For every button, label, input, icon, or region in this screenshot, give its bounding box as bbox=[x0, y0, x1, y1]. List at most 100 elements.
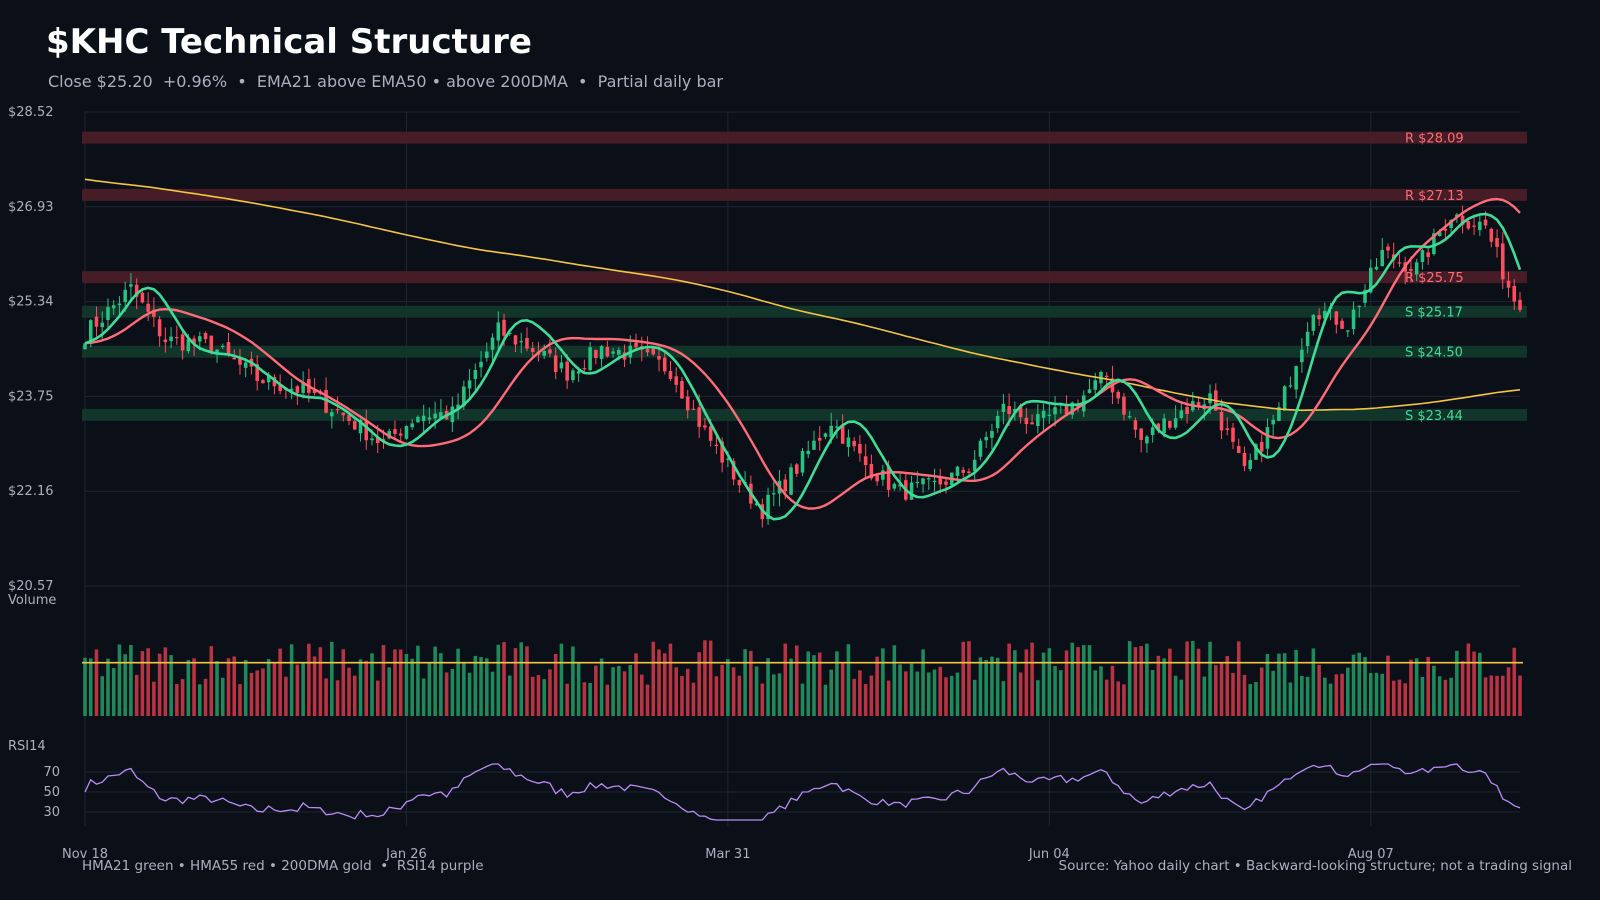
candle-body bbox=[330, 412, 334, 417]
candle-body bbox=[1087, 389, 1092, 393]
candle-body bbox=[772, 493, 776, 495]
candle-body bbox=[83, 343, 87, 350]
candle-body bbox=[1300, 349, 1304, 363]
candle-body bbox=[1173, 418, 1178, 428]
volume-bar bbox=[83, 657, 87, 716]
volume-bar bbox=[1127, 641, 1132, 716]
candle-body bbox=[513, 335, 518, 345]
volume-bar bbox=[835, 651, 839, 716]
volume-bar bbox=[1133, 647, 1138, 716]
volume-bar bbox=[1277, 653, 1281, 716]
candle-body bbox=[858, 443, 862, 454]
candle-body bbox=[731, 461, 736, 480]
level-label: R $28.09 bbox=[1405, 132, 1464, 147]
volume-bar bbox=[1288, 682, 1293, 716]
candle-body bbox=[1512, 285, 1517, 302]
candle-body bbox=[1323, 310, 1327, 319]
volume-bar bbox=[869, 675, 874, 716]
candle-body bbox=[978, 440, 983, 457]
candle-body bbox=[1236, 445, 1241, 454]
volume-bar bbox=[1248, 684, 1252, 716]
candle-body bbox=[697, 407, 701, 427]
volume-bar bbox=[1426, 656, 1430, 716]
candle-body bbox=[691, 408, 696, 410]
candle-body bbox=[525, 338, 529, 349]
volume-bar bbox=[186, 659, 191, 716]
volume-bar bbox=[106, 658, 110, 716]
candle-body bbox=[1053, 407, 1057, 415]
volume-bar bbox=[169, 655, 173, 716]
candle-body bbox=[1483, 219, 1488, 226]
volume-bar bbox=[605, 684, 610, 716]
candle-body bbox=[1001, 403, 1006, 412]
volume-bar bbox=[473, 655, 478, 716]
candle-body bbox=[94, 316, 99, 327]
candle-body bbox=[1443, 228, 1448, 231]
candle-body bbox=[220, 345, 225, 348]
volume-bar bbox=[312, 656, 317, 716]
volume-bar bbox=[886, 680, 891, 716]
candle-body bbox=[1248, 460, 1252, 469]
candle-body bbox=[1064, 404, 1069, 415]
candle-body bbox=[1036, 413, 1040, 427]
volume-bar bbox=[1443, 679, 1448, 716]
series-line-hma55 bbox=[84, 197, 1521, 510]
candle-body bbox=[1357, 305, 1362, 308]
volume-bar bbox=[599, 658, 604, 716]
volume-bar bbox=[1168, 648, 1172, 716]
volume-bar bbox=[904, 671, 908, 716]
volume-bar bbox=[789, 658, 793, 716]
candle-body bbox=[817, 437, 822, 441]
volume-bar bbox=[1380, 673, 1385, 716]
candle-body bbox=[1351, 309, 1356, 330]
candle-body bbox=[416, 416, 420, 423]
volume-bar bbox=[358, 659, 363, 716]
volume-bar bbox=[1495, 675, 1499, 716]
candle-body bbox=[617, 349, 621, 355]
candle-body bbox=[685, 396, 690, 411]
volume-bar bbox=[823, 684, 828, 716]
volume-bar bbox=[972, 679, 977, 716]
candle-body bbox=[1277, 407, 1281, 421]
volume-bar bbox=[863, 684, 868, 716]
candle-body bbox=[869, 464, 874, 479]
candle-body bbox=[163, 339, 168, 343]
candle-body bbox=[1231, 427, 1235, 442]
volume-bar bbox=[1236, 641, 1241, 716]
volume-bar bbox=[840, 663, 845, 716]
candle-body bbox=[175, 337, 179, 339]
volume-bar bbox=[1145, 643, 1149, 716]
volume-bar bbox=[817, 652, 822, 716]
volume-bar bbox=[932, 669, 937, 716]
volume-bar bbox=[192, 658, 196, 716]
volume-bar bbox=[284, 676, 288, 716]
volume-bar bbox=[915, 671, 920, 716]
volume-bar bbox=[743, 649, 747, 716]
volume-bar bbox=[892, 645, 897, 716]
candle-body bbox=[1185, 407, 1189, 414]
candle-body bbox=[215, 349, 219, 354]
level-label: R $27.13 bbox=[1405, 189, 1464, 204]
volume-bar bbox=[123, 654, 127, 716]
volume-bar bbox=[978, 657, 983, 716]
candle-body bbox=[157, 319, 162, 337]
volume-bar bbox=[708, 640, 713, 716]
volume-bar bbox=[772, 674, 776, 716]
candle-body bbox=[111, 305, 116, 309]
candle-body bbox=[840, 424, 845, 444]
candle-body bbox=[278, 385, 282, 392]
volume-bar bbox=[140, 651, 145, 716]
volume-bar bbox=[1093, 670, 1098, 716]
candle-body bbox=[938, 477, 943, 485]
candle-body bbox=[1271, 419, 1275, 425]
volume-bar bbox=[645, 684, 650, 716]
volume-bar bbox=[990, 656, 994, 716]
volume-bar bbox=[582, 682, 587, 716]
volume-bar bbox=[1087, 645, 1092, 716]
volume-bar bbox=[1271, 670, 1275, 716]
volume-bar bbox=[731, 667, 736, 716]
level-label: S $25.17 bbox=[1405, 306, 1463, 321]
candle-body bbox=[1305, 331, 1310, 347]
volume-bar bbox=[640, 674, 644, 716]
